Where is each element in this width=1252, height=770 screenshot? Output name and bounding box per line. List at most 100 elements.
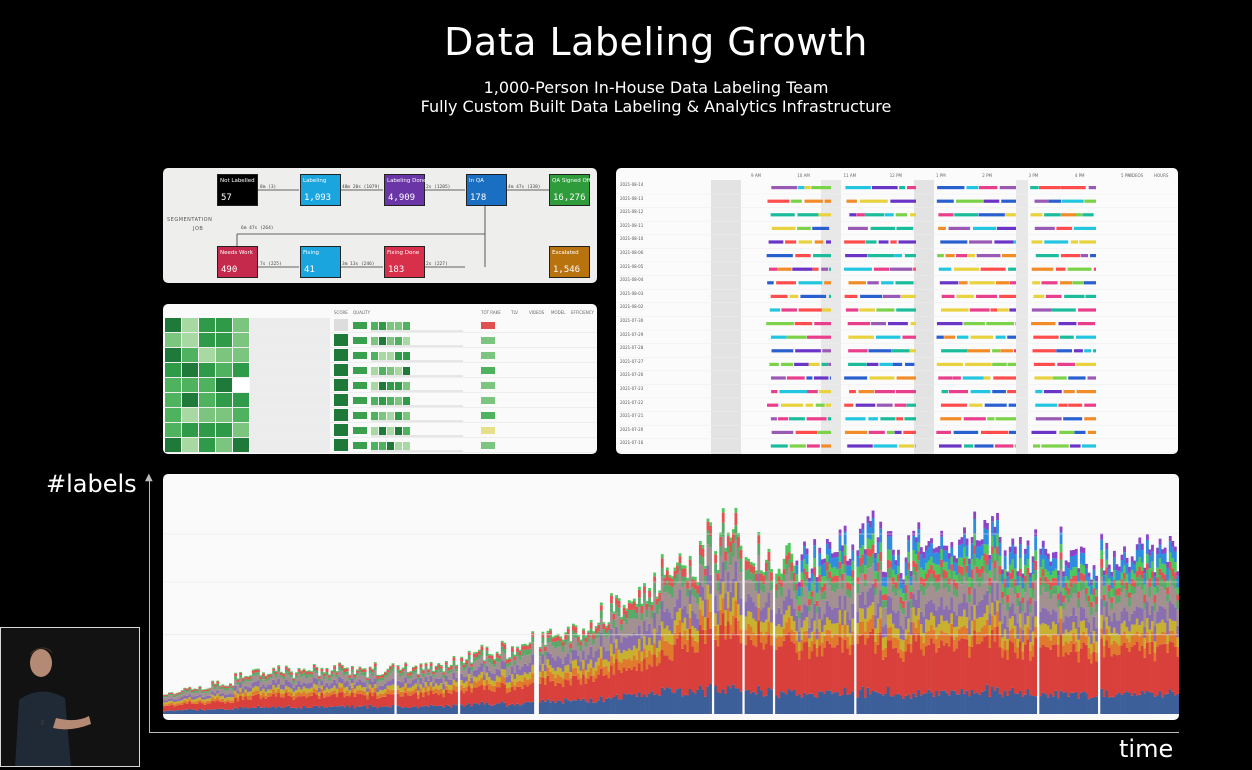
- stack-segment: [333, 679, 337, 686]
- stack-segment: [813, 575, 817, 586]
- stack-segment: [168, 692, 171, 693]
- stack-segment: [579, 641, 583, 646]
- stack-segment: [559, 646, 563, 659]
- stack-segment: [831, 558, 834, 568]
- stack-segment: [1026, 540, 1030, 546]
- stack-segment: [312, 677, 316, 684]
- score-cell: [182, 408, 198, 422]
- stack-segment: [858, 621, 862, 636]
- stack-segment: [881, 571, 885, 578]
- stack-segment: [234, 707, 237, 714]
- stack-segment: [361, 668, 364, 670]
- stack-segment: [546, 643, 550, 653]
- stack-segment: [714, 613, 718, 626]
- stack-segment: [919, 584, 923, 592]
- stack-segment: [523, 663, 527, 673]
- timeline-activity-bar: [771, 349, 794, 353]
- stack-segment: [655, 632, 659, 649]
- stack-segment: [925, 646, 928, 694]
- stack-segment: [612, 619, 616, 629]
- stack-segment: [1118, 566, 1121, 572]
- stack-segment: [927, 620, 931, 631]
- node-needs-work[interactable]: Needs Work 490: [217, 246, 258, 278]
- timeline-activity-bar: [868, 349, 892, 353]
- node-fixing[interactable]: Fixing 41: [300, 246, 341, 278]
- stack-segment: [737, 635, 740, 689]
- stack-segment: [983, 571, 987, 595]
- stack-segment: [876, 692, 880, 714]
- stack-segment: [803, 604, 806, 621]
- stack-segment: [704, 629, 707, 644]
- stack-segment: [1011, 588, 1015, 604]
- stack-segment: [510, 703, 514, 714]
- stack-segment: [767, 551, 771, 562]
- stack-segment: [902, 662, 905, 699]
- stack-segment: [198, 694, 202, 698]
- stack-segment: [602, 622, 606, 624]
- stack-segment: [846, 694, 850, 714]
- stack-segment: [737, 536, 740, 548]
- stack-segment: [663, 689, 667, 714]
- node-fixing-done[interactable]: Fixing Done 183: [384, 246, 425, 278]
- stack-segment: [825, 538, 829, 544]
- stack-segment: [757, 620, 761, 686]
- score-value-cell: [334, 364, 348, 376]
- stack-segment: [874, 595, 878, 616]
- node-in-qa[interactable]: In QA 178: [466, 174, 507, 206]
- node-labeling[interactable]: Labeling 1,093: [300, 174, 341, 206]
- stack-segment: [310, 682, 314, 688]
- stack-segment: [904, 629, 908, 640]
- stack-segment: [1039, 624, 1043, 637]
- stack-segment: [970, 605, 974, 621]
- stack-segment: [739, 643, 743, 692]
- stack-segment: [1130, 556, 1134, 562]
- stack-segment: [353, 708, 357, 714]
- stack-segment: [1153, 652, 1157, 662]
- stack-segment: [764, 619, 768, 632]
- stack-segment: [1151, 551, 1154, 562]
- stack-segment: [307, 688, 311, 693]
- stack-segment: [935, 690, 938, 714]
- stack-segment: [991, 629, 994, 687]
- blank-cell: [250, 423, 330, 437]
- stack-segment: [1158, 691, 1162, 714]
- stack-segment: [864, 554, 867, 566]
- stack-segment: [790, 616, 794, 630]
- stack-segment: [310, 707, 314, 714]
- node-labeling-done[interactable]: Labeling Done 4,909: [384, 174, 427, 206]
- stack-segment: [719, 594, 723, 610]
- stack-segment: [790, 579, 794, 599]
- stack-segment: [244, 685, 248, 690]
- node-qa-signed-off[interactable]: QA Signed Off 16,276: [549, 174, 591, 206]
- stack-segment: [1067, 617, 1071, 633]
- stack-segment: [993, 560, 997, 569]
- stack-segment: [338, 687, 342, 693]
- stack-segment: [889, 597, 893, 614]
- stack-segment: [782, 558, 786, 569]
- stack-segment: [637, 625, 641, 639]
- stack-segment: [965, 572, 969, 582]
- stack-segment: [825, 690, 829, 714]
- stack-segment: [358, 666, 362, 668]
- stack-segment: [676, 624, 679, 639]
- stack-segment: [1029, 695, 1032, 714]
- stack-segment: [1171, 576, 1175, 585]
- stack-segment: [518, 649, 522, 651]
- stack-segment: [968, 602, 972, 621]
- edge-label: 8m (3): [260, 185, 277, 190]
- stack-segment: [226, 685, 230, 687]
- timeline-activity-bar: [812, 226, 830, 230]
- stack-segment: [467, 686, 471, 704]
- stack-segment: [198, 699, 202, 703]
- stack-segment: [912, 693, 916, 714]
- stack-segment: [719, 693, 723, 714]
- edge-label: 2s (227): [426, 262, 448, 267]
- stack-segment: [386, 672, 390, 676]
- stack-segment: [782, 574, 786, 583]
- node-escalated[interactable]: Escalated 1,546: [549, 246, 590, 278]
- stack-segment: [376, 678, 380, 682]
- stack-segment: [919, 577, 923, 585]
- stack-segment: [328, 696, 331, 707]
- stack-segment: [1026, 574, 1030, 585]
- node-not-labelled[interactable]: Not Labelled 57: [217, 174, 258, 206]
